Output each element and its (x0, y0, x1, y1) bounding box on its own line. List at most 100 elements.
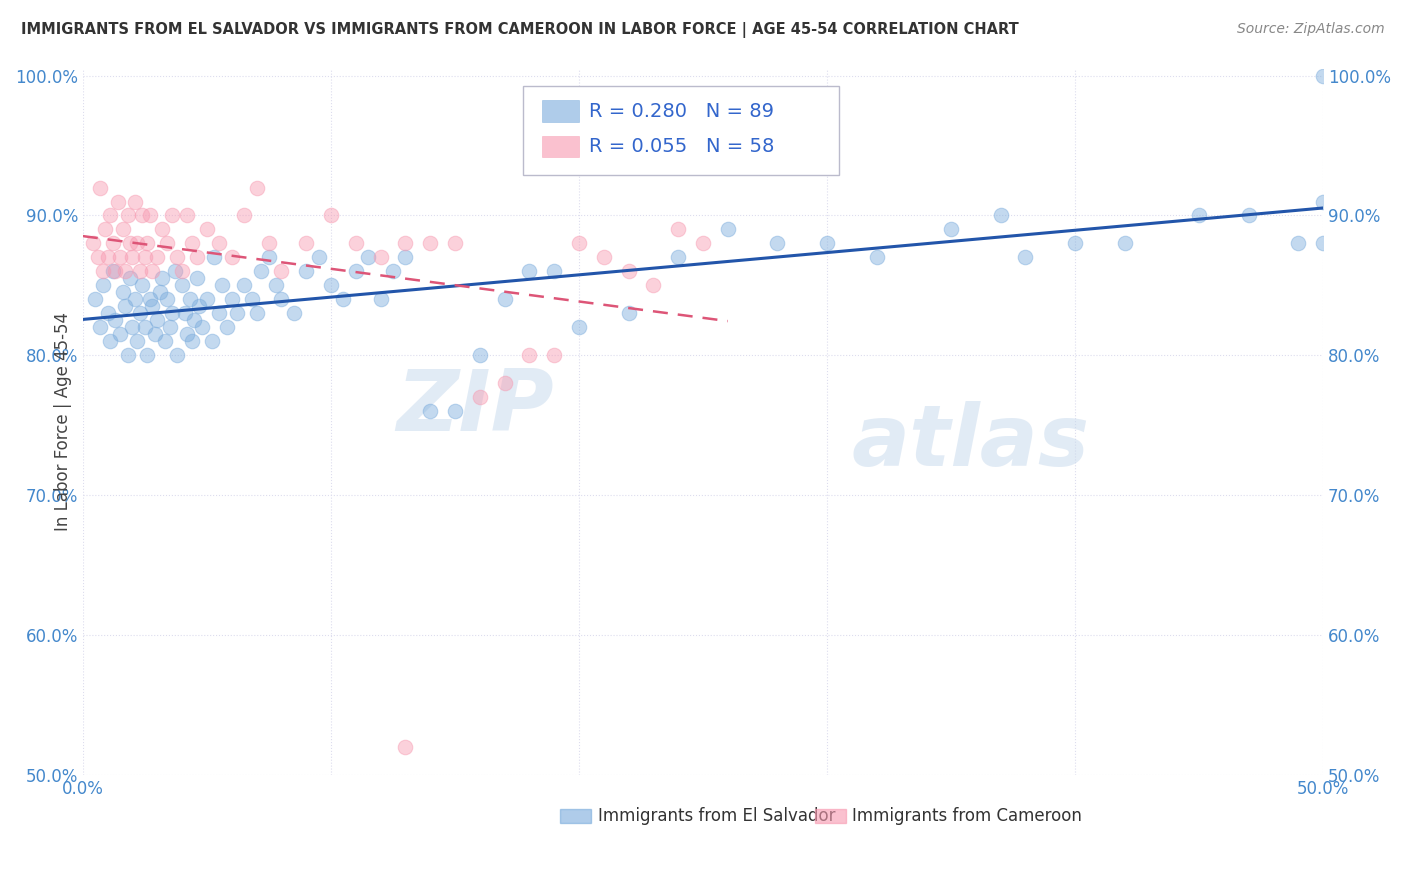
Point (108, 251, 131, 265)
Point (717, 222, 740, 236)
Point (118, 271, 141, 285)
Point (815, 236, 838, 251)
Point (173, 306, 195, 320)
Point (108, 327, 131, 342)
Point (160, 209, 183, 223)
Point (191, 320, 214, 334)
Point (156, 236, 179, 251)
Point (89, 180, 111, 194)
Point (82, 236, 104, 251)
Point (283, 306, 305, 320)
Point (141, 264, 163, 278)
Point (394, 739, 416, 754)
Point (127, 236, 149, 251)
Point (215, 320, 238, 334)
Point (97, 251, 120, 265)
Point (208, 306, 231, 320)
Point (643, 278, 665, 293)
Point (270, 264, 292, 278)
Point (114, 264, 136, 278)
Point (150, 271, 173, 285)
Point (990, 209, 1012, 223)
Point (519, 264, 541, 278)
Point (139, 293, 162, 307)
Point (98, 209, 121, 223)
Point (394, 236, 416, 251)
Point (225, 306, 247, 320)
Point (186, 251, 208, 265)
Point (176, 327, 198, 342)
Y-axis label: In Labor Force | Age 45-54: In Labor Force | Age 45-54 (53, 312, 72, 531)
Point (221, 251, 243, 265)
Point (139, 209, 162, 223)
Point (166, 251, 188, 265)
Point (419, 404, 441, 418)
Point (111, 285, 134, 300)
Point (131, 209, 153, 223)
Point (419, 236, 441, 251)
Point (692, 236, 714, 251)
Point (181, 236, 204, 251)
Point (101, 264, 124, 278)
Point (159, 320, 181, 334)
Point (494, 293, 516, 307)
Point (156, 293, 179, 307)
Point (1312, 69, 1334, 83)
Point (519, 348, 541, 362)
FancyBboxPatch shape (523, 87, 839, 175)
Point (97, 306, 120, 320)
Point (107, 194, 129, 209)
Point (295, 236, 318, 251)
Point (494, 376, 516, 391)
Point (543, 348, 565, 362)
Text: R = 0.280   N = 89: R = 0.280 N = 89 (589, 102, 773, 120)
Point (543, 264, 565, 278)
Point (1114, 236, 1136, 251)
Point (117, 348, 139, 362)
Point (118, 236, 141, 251)
Point (136, 348, 159, 362)
Point (257, 236, 280, 251)
Point (143, 327, 166, 342)
Point (149, 285, 172, 300)
Point (208, 236, 231, 251)
Point (98, 334, 121, 349)
Point (308, 251, 330, 265)
Point (245, 306, 267, 320)
Point (181, 334, 204, 349)
Point (89, 320, 111, 334)
Point (250, 264, 273, 278)
Point (136, 236, 159, 251)
Text: atlas: atlas (852, 401, 1090, 484)
Point (1188, 209, 1211, 223)
Point (295, 264, 318, 278)
Point (332, 293, 354, 307)
Point (1064, 236, 1087, 251)
Point (94, 222, 117, 236)
Point (666, 222, 689, 236)
Point (160, 306, 183, 320)
Point (166, 348, 188, 362)
Text: R = 0.055   N = 58: R = 0.055 N = 58 (589, 136, 775, 156)
Point (245, 180, 267, 194)
Point (172, 264, 194, 278)
Point (124, 194, 146, 209)
Point (357, 251, 380, 265)
Point (91, 264, 114, 278)
Point (129, 306, 152, 320)
Text: Immigrants from Cameroon: Immigrants from Cameroon (852, 806, 1081, 824)
Text: IMMIGRANTS FROM EL SALVADOR VS IMMIGRANTS FROM CAMEROON IN LABOR FORCE | AGE 45-: IMMIGRANTS FROM EL SALVADOR VS IMMIGRANT… (21, 22, 1019, 38)
Point (666, 251, 689, 265)
Point (568, 236, 591, 251)
Point (111, 222, 134, 236)
Point (266, 278, 288, 293)
Point (134, 320, 156, 334)
Text: Source: ZipAtlas.com: Source: ZipAtlas.com (1237, 22, 1385, 37)
Point (124, 293, 146, 307)
Point (186, 271, 208, 285)
Point (939, 222, 962, 236)
Point (84, 293, 107, 307)
Point (163, 264, 186, 278)
Point (211, 278, 233, 293)
Bar (541, 136, 579, 157)
